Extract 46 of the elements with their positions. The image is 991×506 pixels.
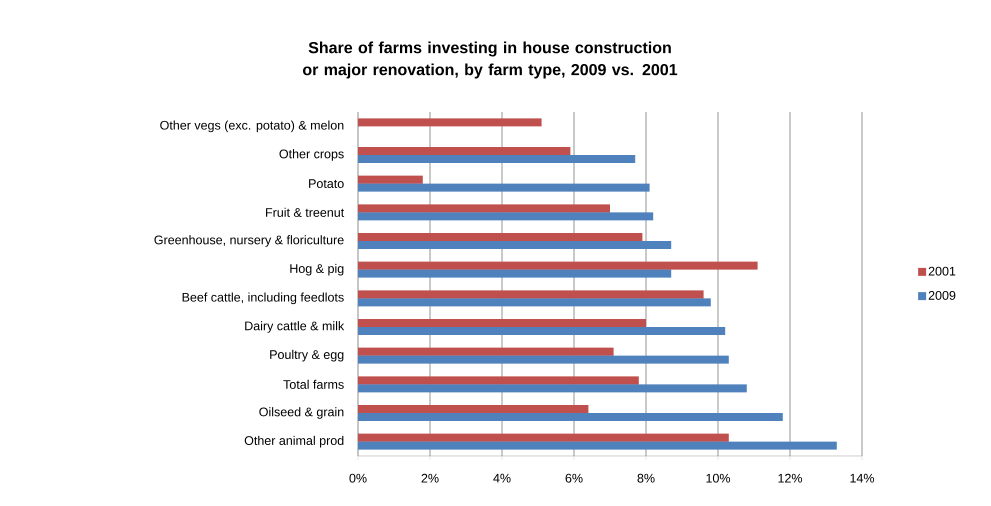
bar bbox=[358, 384, 747, 392]
bar bbox=[358, 376, 639, 384]
y-tick-label: Poultry & egg bbox=[270, 350, 344, 362]
bar bbox=[358, 232, 642, 241]
y-tick-label: Greenhouse, nursery & floriculture bbox=[154, 235, 344, 247]
x-tick-label: 0% bbox=[349, 474, 367, 483]
bar bbox=[358, 326, 726, 335]
x-tick-label: 4% bbox=[493, 474, 511, 483]
bar bbox=[358, 146, 570, 155]
bar bbox=[358, 240, 672, 249]
x-tick-label: 2% bbox=[422, 474, 439, 483]
x-tick-label: 14% bbox=[850, 474, 874, 483]
x-tick-label: 12% bbox=[778, 474, 802, 483]
bar bbox=[358, 212, 654, 220]
bar bbox=[358, 348, 614, 356]
chart-title: Share of farms investing in house construction or major renovation, by farm type, 2009 vs. 2001 bbox=[303, 42, 678, 78]
y-tick-label: Potato bbox=[309, 179, 344, 188]
legend-label: 2001 bbox=[928, 266, 956, 276]
bar bbox=[358, 318, 646, 327]
bar bbox=[358, 118, 542, 126]
y-tick-label: Hog & pig bbox=[290, 264, 344, 276]
y-tick-label: Dairy cattle & milk bbox=[245, 321, 344, 333]
bar bbox=[358, 290, 704, 298]
y-tick-label: Other crops bbox=[280, 149, 344, 161]
bar bbox=[358, 204, 610, 212]
bar bbox=[358, 262, 758, 270]
bar bbox=[358, 356, 729, 364]
bar bbox=[358, 404, 588, 413]
y-tick-label: Other animal prod bbox=[244, 436, 344, 448]
bar bbox=[358, 176, 423, 184]
x-tick-label: 10% bbox=[706, 474, 730, 483]
bar bbox=[358, 442, 837, 450]
bar bbox=[358, 184, 650, 192]
x-tick-label: 6% bbox=[566, 474, 583, 483]
bar bbox=[358, 154, 636, 163]
x-tick-label: 8% bbox=[638, 474, 655, 483]
y-tick-label: Other vegs (exc. potato) & melon bbox=[160, 120, 344, 132]
legend-label: 2009 bbox=[928, 290, 956, 300]
y-tick-label: Total farms bbox=[283, 380, 344, 389]
y-tick-label: Fruit & treenut bbox=[266, 208, 344, 217]
bar bbox=[358, 434, 729, 442]
bar bbox=[358, 270, 672, 278]
bar bbox=[358, 298, 711, 306]
bar bbox=[358, 412, 783, 421]
y-tick-label: Oilseed & grain bbox=[259, 407, 344, 419]
y-tick-label: Beef cattle, including feedlots bbox=[182, 292, 344, 304]
